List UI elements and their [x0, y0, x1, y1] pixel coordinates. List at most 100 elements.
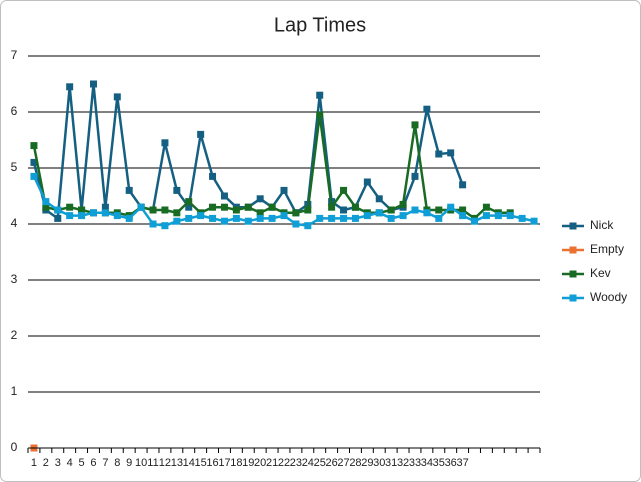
marker: [161, 222, 169, 230]
marker: [363, 178, 371, 186]
marker: [316, 91, 324, 99]
marker: [149, 220, 157, 228]
marker: [78, 212, 86, 220]
marker: [411, 172, 419, 180]
x-tick-label: 13: [171, 457, 183, 469]
marker: [280, 212, 288, 220]
marker: [256, 195, 264, 203]
marker: [351, 203, 359, 211]
x-tick-label: 1: [31, 457, 37, 469]
marker: [173, 217, 181, 225]
x-tick-label: 7: [102, 457, 108, 469]
marker: [232, 214, 240, 222]
marker: [340, 214, 348, 222]
marker: [30, 142, 38, 150]
x-tick-label: 4: [67, 457, 73, 469]
marker: [209, 203, 217, 211]
x-tick-label: 21: [266, 457, 278, 469]
marker: [530, 217, 538, 225]
x-tick-label: 3: [55, 457, 61, 469]
marker: [78, 206, 86, 214]
legend-marker: [569, 222, 577, 230]
marker: [125, 214, 133, 222]
marker: [411, 206, 419, 214]
marker: [197, 212, 205, 220]
x-tick-label: 35: [433, 457, 445, 469]
marker: [185, 214, 193, 222]
marker: [435, 150, 443, 158]
marker: [363, 212, 371, 220]
marker: [220, 217, 228, 225]
x-tick-label: 11: [147, 457, 158, 469]
x-tick-label: 2: [43, 457, 49, 469]
marker: [399, 200, 407, 208]
marker: [351, 214, 359, 222]
x-tick-label: 10: [135, 457, 147, 469]
x-tick-label: 16: [206, 457, 218, 469]
marker: [54, 214, 62, 222]
marker: [232, 206, 240, 214]
x-tick-label: 30: [373, 457, 385, 469]
y-tick-label: 6: [11, 104, 18, 118]
y-tick-label: 4: [11, 216, 18, 230]
marker: [423, 209, 431, 217]
marker: [66, 83, 74, 91]
marker: [256, 214, 264, 222]
legend-label: Woody: [590, 290, 627, 304]
marker: [244, 203, 252, 211]
marker: [256, 209, 264, 217]
x-tick-label: 18: [230, 457, 242, 469]
marker: [518, 214, 526, 222]
marker: [113, 93, 121, 101]
marker: [220, 192, 228, 200]
legend-label: Kev: [590, 266, 611, 280]
marker: [482, 203, 490, 211]
marker: [471, 217, 479, 225]
marker: [268, 214, 276, 222]
marker: [375, 209, 383, 217]
marker: [149, 206, 157, 214]
marker: [220, 203, 228, 211]
marker: [30, 172, 38, 180]
legend-marker: [569, 270, 577, 278]
chart-title: Lap Times: [274, 14, 366, 36]
x-tick-label: 37: [456, 457, 468, 469]
legend-label: Empty: [590, 242, 624, 256]
marker: [185, 203, 193, 211]
marker: [375, 195, 383, 203]
marker: [161, 139, 169, 147]
legend-label: Nick: [590, 218, 614, 232]
x-tick-label: 17: [218, 457, 230, 469]
x-tick-label: 8: [114, 457, 120, 469]
marker: [328, 203, 336, 211]
marker: [161, 206, 169, 214]
marker: [340, 186, 348, 194]
marker: [30, 158, 38, 166]
marker: [340, 206, 348, 214]
marker: [42, 198, 50, 206]
marker: [89, 80, 97, 88]
x-tick-label: 36: [445, 457, 457, 469]
y-tick-label: 0: [11, 440, 18, 454]
x-tick-label: 12: [159, 457, 171, 469]
x-tick-label: 6: [90, 457, 96, 469]
x-tick-label: 5: [79, 457, 85, 469]
marker: [197, 130, 205, 138]
marker: [185, 198, 193, 206]
y-tick-label: 2: [11, 328, 18, 342]
legend-marker: [569, 294, 577, 302]
marker: [89, 209, 97, 217]
x-tick-label: 26: [326, 457, 338, 469]
marker: [209, 214, 217, 222]
x-tick-label: 34: [421, 457, 433, 469]
marker: [387, 214, 395, 222]
marker: [399, 212, 407, 220]
marker: [447, 203, 455, 211]
marker: [316, 214, 324, 222]
y-tick-label: 5: [11, 160, 18, 174]
marker: [435, 206, 443, 214]
marker: [268, 203, 276, 211]
marker: [387, 206, 395, 214]
y-tick-label: 7: [11, 48, 18, 62]
x-tick-label: 19: [242, 457, 254, 469]
